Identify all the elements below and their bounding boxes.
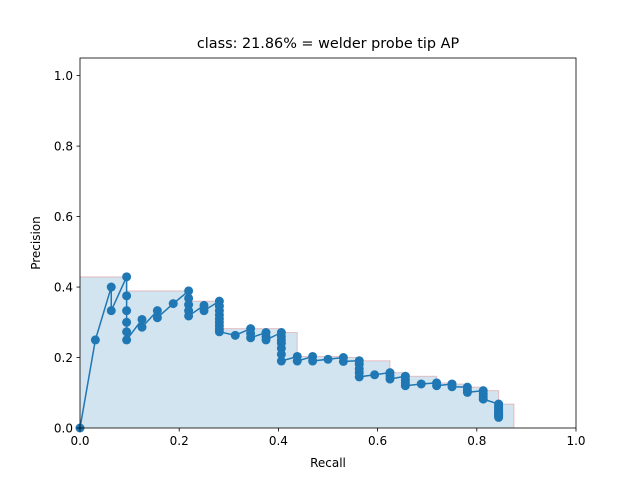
pr-point — [184, 286, 194, 296]
pr-point — [199, 306, 209, 316]
pr-point — [400, 381, 410, 391]
x-axis-ticks: 0.0 0.2 0.4 0.6 0.8 1.0 — [70, 428, 586, 448]
y-tick-label: 0.0 — [54, 421, 73, 435]
pr-point — [447, 382, 457, 392]
pr-point — [292, 356, 302, 366]
y-tick-label: 0.2 — [54, 351, 73, 365]
x-tick-label: 0.4 — [269, 434, 288, 448]
x-tick-label: 0.0 — [70, 434, 89, 448]
y-axis-label: Precision — [29, 216, 43, 270]
pr-point — [338, 356, 348, 366]
pr-point — [354, 372, 364, 382]
pr-point — [416, 379, 426, 389]
y-axis-ticks: 0.0 0.2 0.4 0.6 0.8 1.0 — [54, 69, 80, 435]
x-tick-label: 1.0 — [566, 434, 585, 448]
pr-point — [214, 327, 224, 337]
pr-point — [168, 299, 178, 309]
pr-point — [184, 311, 194, 321]
pr-point — [261, 335, 271, 345]
y-tick-label: 0.4 — [54, 280, 73, 294]
pr-point — [122, 317, 132, 327]
pr-point — [370, 370, 380, 380]
x-axis-label: Recall — [310, 456, 346, 470]
x-tick-label: 0.2 — [170, 434, 189, 448]
y-tick-label: 0.6 — [54, 210, 73, 224]
pr-point — [122, 327, 132, 337]
pr-point — [230, 330, 240, 340]
pr-point — [122, 272, 132, 282]
pr-point — [385, 374, 395, 384]
x-tick-label: 0.8 — [467, 434, 486, 448]
pr-point — [90, 335, 100, 345]
x-tick-label: 0.6 — [368, 434, 387, 448]
plot-frame — [79, 57, 577, 429]
y-tick-label: 1.0 — [54, 69, 73, 83]
pr-point — [106, 282, 116, 292]
pr-point — [184, 293, 194, 303]
pr-point — [137, 314, 147, 324]
chart-title: class: 21.86% = welder probe tip AP — [197, 36, 460, 52]
y-tick-label: 0.8 — [54, 139, 73, 153]
pr-point — [246, 333, 256, 343]
pr-point — [308, 356, 318, 366]
pr-point — [122, 335, 132, 345]
pr-point — [122, 291, 132, 301]
pr-point — [122, 306, 132, 316]
pr-point — [432, 381, 442, 391]
pr-point — [152, 313, 162, 323]
pr-point — [462, 387, 472, 397]
pr-point — [494, 412, 504, 422]
pr-point — [152, 306, 162, 316]
pr-point — [323, 354, 333, 364]
pr-point — [106, 306, 116, 316]
pr-point — [137, 322, 147, 332]
pr-point — [478, 394, 488, 404]
pr-points-layer — [75, 272, 504, 433]
pr-point — [276, 356, 286, 366]
pr-point — [276, 349, 286, 359]
